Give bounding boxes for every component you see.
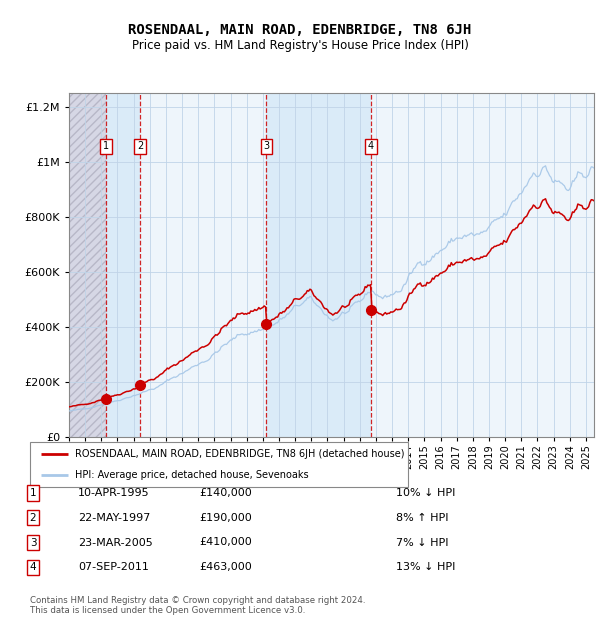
Text: 4: 4 [368,141,374,151]
Text: 3: 3 [263,141,269,151]
Text: £190,000: £190,000 [199,513,252,523]
Text: 2: 2 [137,141,143,151]
Text: 23-MAR-2005: 23-MAR-2005 [78,538,153,547]
Text: 07-SEP-2011: 07-SEP-2011 [78,562,149,572]
Bar [69,93,106,437]
Bar [266,93,371,437]
Text: 10-APR-1995: 10-APR-1995 [78,488,149,498]
Text: £410,000: £410,000 [199,538,252,547]
Text: Contains HM Land Registry data © Crown copyright and database right 2024.
This d: Contains HM Land Registry data © Crown c… [30,596,365,615]
Bar [140,93,266,437]
Text: 2: 2 [29,513,37,523]
FancyBboxPatch shape [30,442,408,487]
Text: 22-MAY-1997: 22-MAY-1997 [78,513,151,523]
Text: HPI: Average price, detached house, Sevenoaks: HPI: Average price, detached house, Seve… [76,469,309,480]
Text: ROSENDAAL, MAIN ROAD, EDENBRIDGE, TN8 6JH (detached house): ROSENDAAL, MAIN ROAD, EDENBRIDGE, TN8 6J… [76,449,405,459]
Text: 1: 1 [29,488,37,498]
Text: 3: 3 [29,538,37,547]
Text: Price paid vs. HM Land Registry's House Price Index (HPI): Price paid vs. HM Land Registry's House … [131,39,469,52]
Text: ROSENDAAL, MAIN ROAD, EDENBRIDGE, TN8 6JH: ROSENDAAL, MAIN ROAD, EDENBRIDGE, TN8 6J… [128,23,472,37]
Text: 1: 1 [103,141,109,151]
Bar [106,93,140,437]
Text: 10% ↓ HPI: 10% ↓ HPI [396,488,455,498]
Text: £140,000: £140,000 [199,488,252,498]
Text: £463,000: £463,000 [199,562,252,572]
Text: 13% ↓ HPI: 13% ↓ HPI [396,562,455,572]
Bar [371,93,594,437]
Text: 8% ↑ HPI: 8% ↑ HPI [396,513,449,523]
Text: 4: 4 [29,562,37,572]
Text: 7% ↓ HPI: 7% ↓ HPI [396,538,449,547]
